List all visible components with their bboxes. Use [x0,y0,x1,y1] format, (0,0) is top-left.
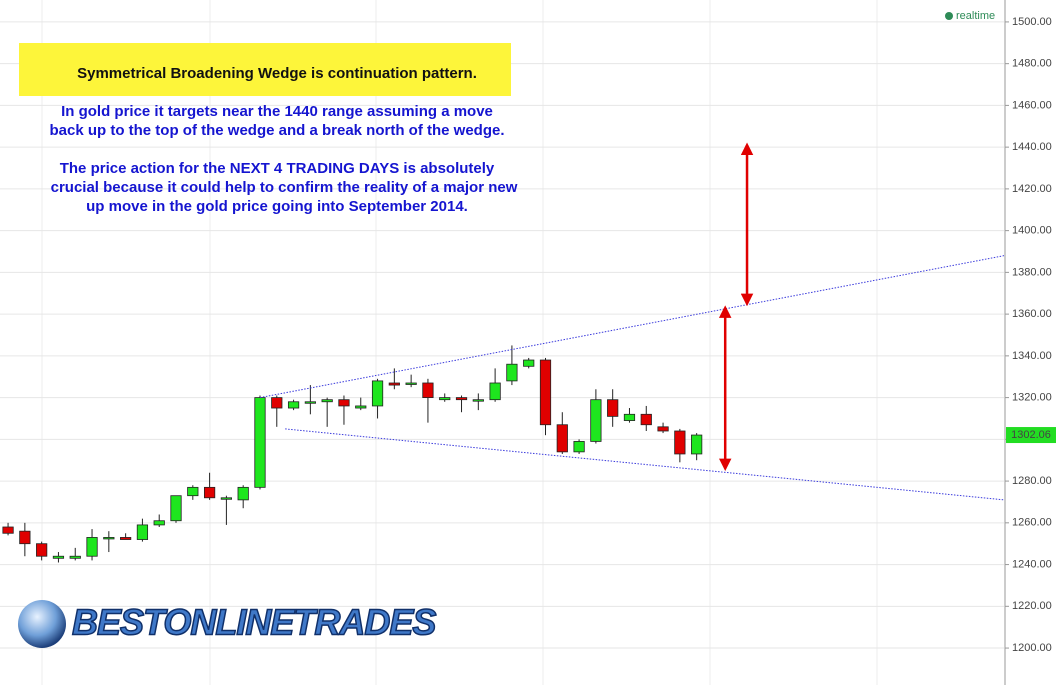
note: crucial because it could help to confirm… [51,179,518,196]
candle-body [640,413,652,426]
candle-body [439,397,451,401]
note: up move in the gold price going into Sep… [86,198,468,215]
y-tick-label: 1240.00 [1012,558,1052,570]
candle-body [691,434,703,455]
y-tick-label: 1500.00 [1012,16,1052,28]
candle-body [355,405,367,409]
y-tick-label: 1460.00 [1012,99,1052,111]
logo-globe [18,600,66,648]
note: back up to the top of the wedge and a br… [49,122,504,139]
candle-body [556,424,568,453]
candle-body [539,359,552,426]
headline-box [19,43,511,96]
candle-body [86,537,98,557]
candle-body [623,413,636,421]
candle-body [203,486,216,499]
vertical-grid [41,0,878,685]
candle-body [170,495,182,522]
headline: Symmetrical Broadening Wedge is continua… [77,65,477,82]
candle-body [103,537,115,540]
candle-body [321,399,333,403]
candle-body [36,543,48,557]
candle-body [120,537,132,540]
last-price-label: 1302.06 [1011,429,1051,441]
candle-body [19,530,31,545]
y-tick-label: 1340.00 [1012,350,1052,362]
candle-body [187,486,199,497]
candle-body [657,426,669,432]
candle-body [455,397,468,401]
candle-body [271,397,283,409]
note: The price action for the NEXT 4 TRADING … [60,160,495,177]
candle-body [237,486,249,501]
candle-body [472,399,484,402]
trendline [285,428,1005,501]
candle-body [371,380,384,407]
candle-body [506,363,518,382]
candle-body [220,497,233,500]
y-tick-label: 1220.00 [1012,600,1052,612]
note: In gold price it targets near the 1440 r… [61,103,493,120]
y-tick-label: 1400.00 [1012,225,1052,237]
candle-body [523,359,535,367]
candle-body [304,401,316,404]
y-tick-label: 1200.00 [1012,642,1052,654]
y-tick-label: 1260.00 [1012,517,1052,529]
candle-body [573,441,585,453]
y-tick-label: 1380.00 [1012,266,1052,278]
trendline [259,255,1005,399]
status: realtime [956,10,995,22]
candle-body [338,399,350,407]
candle-body [405,382,417,385]
y-tick-label: 1420.00 [1012,183,1052,195]
y-tick-label: 1440.00 [1012,141,1052,153]
candle-body [388,382,400,386]
last-price-box [1006,427,1056,444]
candle-body [422,382,434,399]
y-tick-label: 1360.00 [1012,308,1052,320]
y-tick-label: 1320.00 [1012,392,1052,404]
candle-body [69,555,81,559]
candle-body [254,397,266,488]
plot [0,21,1005,649]
candle-body [2,526,14,534]
candle-body [52,555,65,559]
candle-body [607,399,619,417]
logo-text: BESTONLINETRADES [72,602,436,643]
candle-body [590,399,602,442]
logo: BESTONLINETRADES [18,600,438,648]
y-tick-label: 1280.00 [1012,475,1052,487]
candle-body [287,401,300,409]
status-dot [945,12,953,20]
y-tick-label: 1480.00 [1012,58,1052,70]
candle-body [136,524,149,540]
candle-body [489,382,501,401]
candle-body [153,520,165,526]
candle-body [674,430,686,455]
